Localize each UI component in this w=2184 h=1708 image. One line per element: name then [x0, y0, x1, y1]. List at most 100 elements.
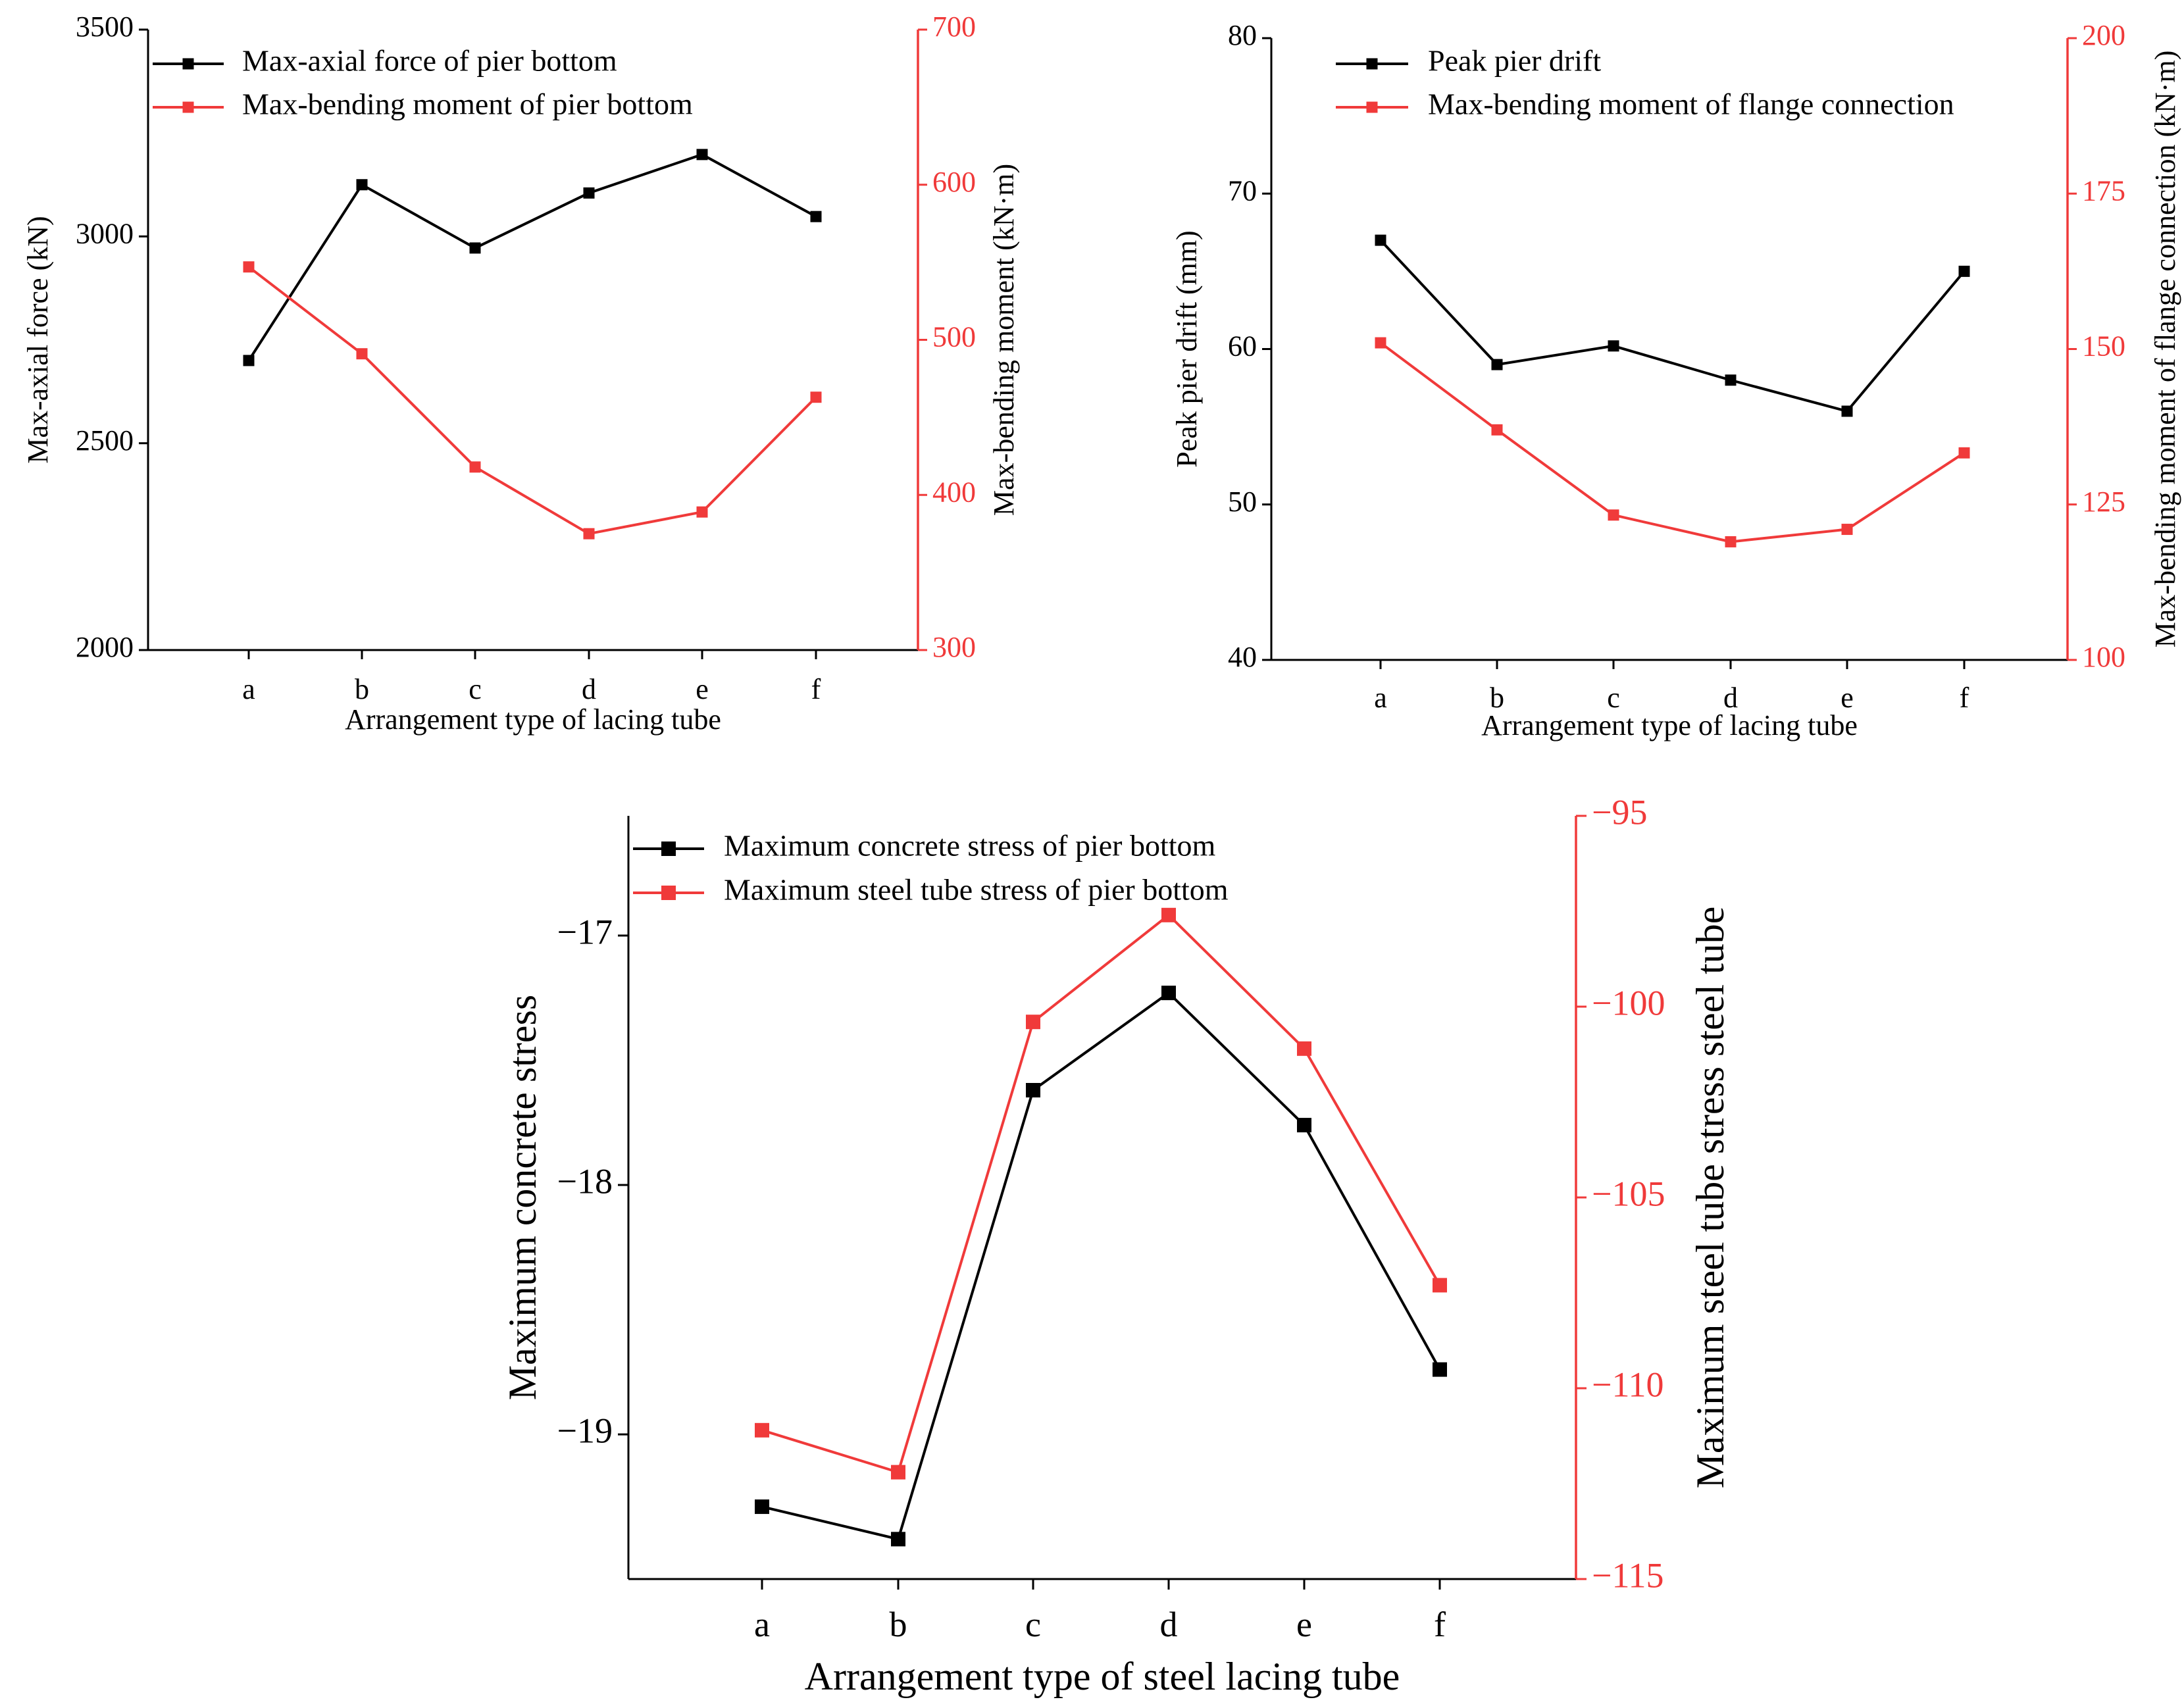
y-right-axis-title: Maximum steel tube stress steel tube — [1689, 907, 1732, 1489]
data-point — [1297, 1041, 1311, 1056]
data-point — [1725, 536, 1737, 547]
y-right-tick-label: −115 — [1592, 1555, 1663, 1595]
data-point — [1958, 447, 1970, 459]
y-right-tick-label: 100 — [2082, 641, 2125, 673]
legend-label: Max-bending moment of flange connection — [1428, 88, 1954, 121]
x-tick-label: a — [754, 1605, 770, 1644]
data-point — [243, 261, 255, 273]
y-right-tick-label: −95 — [1592, 792, 1647, 832]
y-left-axis-title: Maximum concrete stress — [501, 995, 544, 1401]
y-right-tick-label: 150 — [2082, 330, 2125, 363]
legend-marker — [1366, 101, 1378, 113]
series-line-2 — [761, 913, 1441, 1474]
series-line-2 — [1379, 341, 1966, 543]
y-left-tick-label: 2500 — [76, 424, 134, 457]
series-line-2 — [247, 266, 817, 536]
data-point — [1433, 1278, 1447, 1293]
data-point — [1958, 265, 1970, 277]
legend: Maximum concrete stress of pier bottom Ma… — [633, 829, 1229, 907]
legend-label: Max-axial force of pier bottom — [242, 44, 617, 78]
x-tick-label: b — [355, 673, 369, 705]
x-tick-label: d — [1723, 682, 1738, 714]
x-tick-label: d — [1160, 1605, 1178, 1644]
x-tick-label: c — [469, 673, 482, 705]
legend-label: Maximum concrete stress of pier bottom — [724, 829, 1216, 863]
legend-marker — [661, 841, 676, 856]
data-point — [810, 211, 822, 222]
data-point — [891, 1532, 905, 1547]
y-left-axis-title: Max-axial force (kN) — [22, 216, 54, 463]
legend-label: Maximum steel tube stress of pier bottom — [724, 873, 1229, 907]
y-right-tick-label: −100 — [1592, 983, 1665, 1022]
data-point — [696, 506, 708, 518]
chart-1: 2000 2500 3000 3500 300 400 500 600 700 a b c d e f Arr… — [22, 11, 1020, 736]
x-tick-label: e — [1841, 682, 1854, 714]
data-point — [1841, 405, 1853, 417]
data-point — [1608, 340, 1619, 352]
legend-marker — [661, 886, 676, 900]
series-line-1 — [761, 991, 1441, 1541]
y-left-tick-label: 50 — [1228, 486, 1257, 518]
series-line-1 — [1379, 239, 1966, 413]
y-right-tick-label: 125 — [2082, 486, 2125, 518]
y-right-axis-title: Max-bending moment of flange connection … — [2149, 51, 2181, 648]
data-point — [356, 179, 368, 191]
y-right-tick-label: 400 — [932, 476, 976, 508]
y-left-tick-label: 60 — [1228, 330, 1257, 363]
y-left-axis-title: Peak pier drift (mm) — [1171, 230, 1203, 467]
y-left-tick-label: 3000 — [76, 217, 134, 249]
x-axis-title: Arrangement type of lacing tube — [1481, 709, 1858, 741]
data-point — [583, 187, 595, 199]
legend: Peak pier drift Max-bending moment of fla… — [1336, 44, 1954, 121]
x-tick-label: c — [1025, 1605, 1041, 1644]
data-point — [1841, 524, 1853, 536]
x-tick-label: e — [696, 673, 709, 705]
x-tick-label: f — [1960, 682, 1969, 714]
series-line-1 — [247, 153, 817, 362]
legend-marker — [182, 58, 194, 70]
data-point — [583, 528, 595, 540]
data-point — [243, 355, 255, 366]
data-point — [1491, 424, 1503, 436]
legend-label: Peak pier drift — [1428, 44, 1601, 78]
legend-label: Max-bending moment of pier bottom — [242, 88, 693, 121]
chart-2: 40 50 60 70 80 100 125 150 175 200 a b c d e f Arrangeme… — [1171, 19, 2181, 741]
y-left-tick-label: 40 — [1228, 641, 1257, 673]
data-point — [1026, 1082, 1040, 1097]
y-right-tick-label: −110 — [1592, 1365, 1663, 1404]
x-tick-label: f — [811, 673, 821, 705]
legend: Max-axial force of pier bottom Max-bendin… — [153, 44, 693, 121]
y-right-tick-label: 700 — [932, 11, 976, 43]
y-right-tick-label: 300 — [932, 631, 976, 663]
data-point — [1161, 907, 1176, 922]
x-tick-label: e — [1296, 1605, 1312, 1644]
y-right-tick-label: 600 — [932, 166, 976, 198]
x-tick-label: d — [582, 673, 596, 705]
y-right-tick-label: 200 — [2082, 19, 2125, 51]
data-point — [810, 391, 822, 403]
x-axis-title: Arrangement type of lacing tube — [345, 703, 721, 736]
x-tick-label: b — [1490, 682, 1504, 714]
data-point — [696, 149, 708, 161]
data-point — [1491, 359, 1503, 370]
x-tick-label: a — [242, 673, 255, 705]
x-tick-label: b — [890, 1605, 907, 1644]
y-right-tick-label: 175 — [2082, 174, 2125, 207]
data-point — [469, 461, 481, 473]
data-point — [1161, 986, 1176, 1001]
data-point — [891, 1465, 905, 1480]
y-right-tick-label: −105 — [1592, 1174, 1665, 1213]
data-point — [1026, 1015, 1040, 1030]
x-tick-label: c — [1607, 682, 1620, 714]
data-point — [755, 1499, 769, 1515]
data-point — [1725, 374, 1737, 386]
data-point — [1297, 1118, 1311, 1133]
data-point — [1608, 509, 1619, 521]
y-right-tick-label: 500 — [932, 321, 976, 353]
data-point — [1375, 337, 1386, 349]
y-left-tick-label: −17 — [557, 912, 613, 951]
data-point — [356, 348, 368, 360]
y-left-tick-label: 3500 — [76, 11, 134, 43]
data-point — [1375, 234, 1386, 246]
